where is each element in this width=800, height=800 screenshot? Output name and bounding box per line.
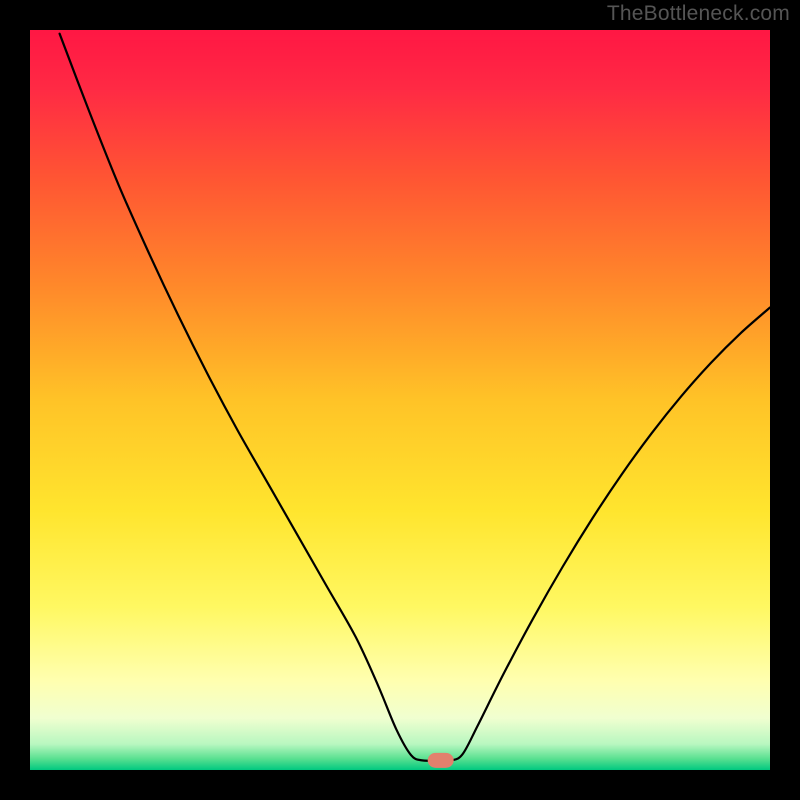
chart-background	[30, 30, 770, 770]
watermark-label: TheBottleneck.com	[607, 2, 790, 26]
optimal-marker	[428, 753, 454, 768]
chart-plot-area	[30, 30, 770, 770]
chart-svg	[30, 30, 770, 770]
